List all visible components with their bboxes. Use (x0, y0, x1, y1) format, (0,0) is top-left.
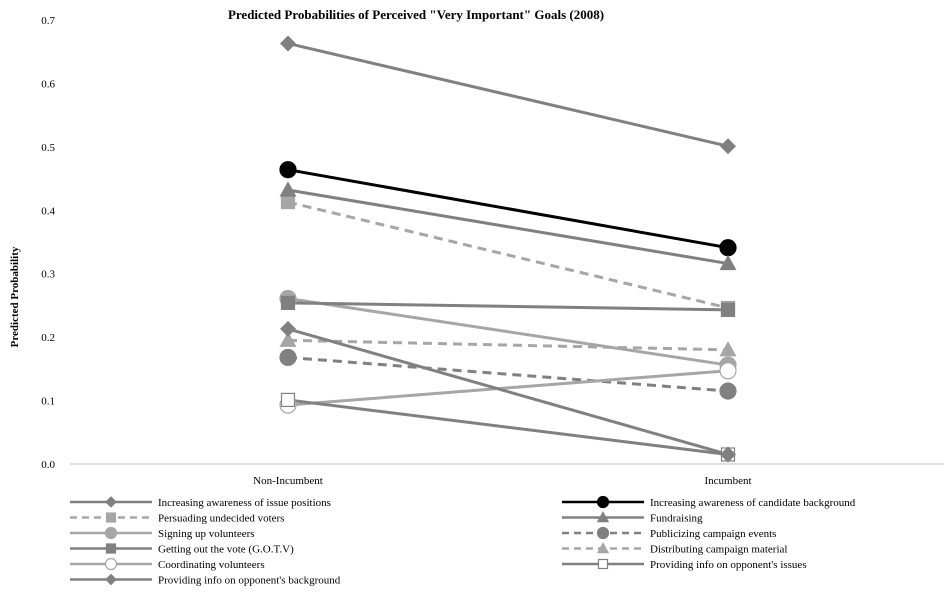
legend-swatch-marker (105, 543, 117, 554)
legend-entry-persuading-undecided-voters: Persuading undecided voters (158, 513, 284, 525)
series-line-persuading-undecided-voters (287, 200, 729, 310)
data-point-persuading-undecided-voters (280, 194, 296, 210)
y-tick-label: 0.7 (41, 15, 55, 27)
legend-swatch-marker (596, 542, 610, 554)
data-point-publicizing-campaign-events (719, 382, 737, 400)
series-line-increasing-awareness-of-issue-positions (287, 42, 729, 148)
series-line-coordinating-volunteers (287, 369, 729, 407)
data-point-fundraising (279, 181, 297, 197)
x-tick-labels: Non-Incumbent Incumbent (253, 475, 751, 487)
data-point-providing-info-on-opponent-s-background (720, 446, 736, 463)
legend-swatch-marker (596, 495, 610, 509)
data-point-getting-out-the-vote-g-o-t-v (280, 295, 296, 310)
legend-swatch-marker (597, 558, 609, 570)
data-point-coordinating-volunteers (719, 362, 737, 380)
series-line-fundraising (287, 188, 729, 266)
legend-entry-providing-info-on-opponent-s-issues: Providing info on opponent's issues (650, 559, 807, 571)
y-tick-label: 0.0 (41, 459, 55, 471)
series-line-signing-up-volunteers (287, 296, 729, 367)
data-point-increasing-awareness-of-issue-positions (280, 35, 296, 52)
y-tick-label: 0.5 (41, 142, 55, 154)
data-point-getting-out-the-vote-g-o-t-v (720, 302, 736, 317)
y-tick-label: 0.3 (41, 269, 55, 281)
series-markers (279, 35, 737, 463)
data-point-increasing-awareness-of-issue-positions (720, 138, 736, 155)
legend-entry-increasing-awareness-of-candidate-background: Increasing awareness of candidate backgr… (650, 497, 856, 509)
legend-entry-providing-info-on-opponent-s-background: Providing info on opponent's background (158, 575, 341, 587)
y-axis-label: Predicted Probability (9, 246, 21, 347)
legend-swatch-marker (104, 557, 118, 571)
legend-swatch-marker (596, 526, 610, 540)
data-point-distributing-campaign-material (719, 341, 737, 357)
legend-swatch-marker (105, 573, 117, 586)
chart-title: Predicted Probabilities of Perceived "Ve… (228, 7, 604, 22)
series-line-providing-info-on-opponent-s-issues (287, 398, 729, 456)
legend-entry-fundraising: Fundraising (650, 513, 703, 525)
x-tick-label: Non-Incumbent (253, 475, 323, 487)
series-line-providing-info-on-opponent-s-background (287, 327, 729, 456)
legend-entry-publicizing-campaign-events: Publicizing campaign events (650, 528, 776, 540)
legend-swatch-marker (104, 526, 118, 540)
legend-entry-coordinating-volunteers: Coordinating volunteers (158, 559, 265, 571)
data-point-distributing-campaign-material (279, 331, 297, 347)
data-point-providing-info-on-opponent-s-background (280, 320, 296, 337)
legend-swatch-marker (105, 496, 117, 508)
data-point-providing-info-on-opponent-s-issues (280, 392, 296, 408)
y-tick-labels: 0.0 0.1 0.2 0.3 0.4 0.5 0.6 0.7 (41, 15, 55, 471)
legend-entry-getting-out-the-vote-g-o-t-v: Getting out the vote (G.O.T.V) (158, 544, 294, 556)
series-lines (287, 42, 729, 456)
legend-entry-increasing-awareness-of-issue-positions: Increasing awareness of issue positions (158, 497, 331, 509)
series-line-distributing-campaign-material (287, 338, 729, 352)
y-tick-label: 0.1 (41, 396, 55, 408)
data-point-publicizing-campaign-events (279, 348, 297, 367)
data-point-increasing-awareness-of-candidate-background (279, 161, 297, 179)
legend-swatch-marker (105, 512, 117, 523)
legend-entry-distributing-campaign-material: Distributing campaign material (650, 544, 787, 556)
data-point-fundraising (719, 254, 737, 271)
series-line-increasing-awareness-of-candidate-background (287, 168, 729, 250)
data-point-increasing-awareness-of-candidate-background (719, 239, 737, 257)
x-tick-label: Incumbent (704, 475, 751, 487)
y-tick-label: 0.6 (41, 78, 55, 90)
legend: Increasing awareness of issue positions I… (70, 495, 856, 587)
y-tick-label: 0.2 (41, 332, 55, 344)
series-line-publicizing-campaign-events (287, 355, 729, 393)
legend-swatch-marker (596, 511, 610, 523)
series-line-getting-out-the-vote-g-o-t-v (287, 301, 729, 312)
legend-entry-signing-up-volunteers: Signing up volunteers (158, 528, 255, 540)
y-tick-label: 0.4 (41, 205, 55, 217)
